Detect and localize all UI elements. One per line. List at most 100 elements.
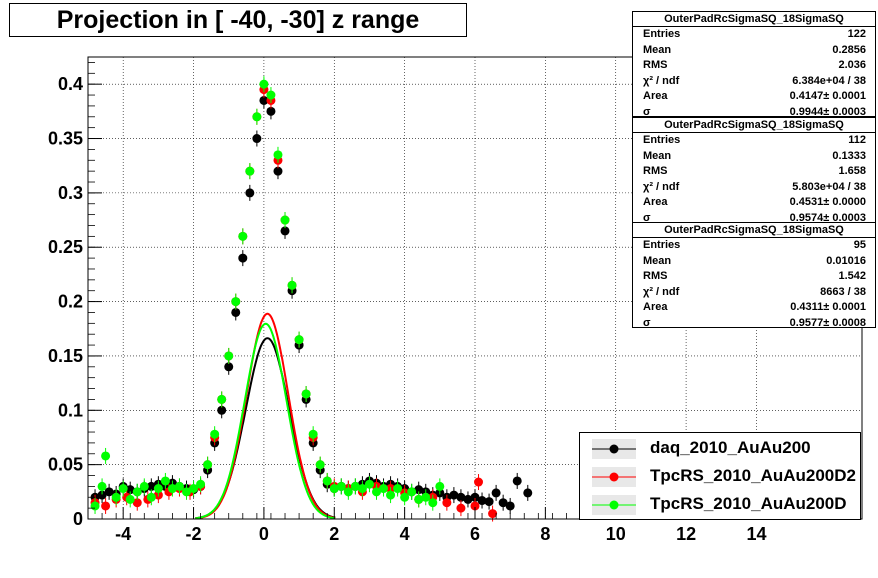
stats-row: Area 0.4531± 0.0000	[633, 195, 875, 211]
stats-value: 0.4531± 0.0000	[789, 196, 866, 209]
data-point	[104, 487, 114, 497]
data-point	[442, 498, 452, 508]
stats-row: Area 0.4147± 0.0001	[633, 89, 875, 105]
stats-label: Entries	[643, 28, 681, 40]
stats-row: χ² / ndf 6.384e+04 / 38	[633, 74, 875, 90]
data-point	[435, 481, 445, 491]
data-point	[245, 188, 255, 198]
data-point	[386, 490, 396, 500]
data-point	[477, 496, 487, 506]
stats-value: 122	[847, 28, 866, 40]
legend-item-daq: daq_2010_AuAu200	[580, 435, 860, 463]
stats-label: Mean	[643, 43, 672, 56]
stats-row: RMS 1.658	[633, 164, 875, 180]
data-point	[280, 226, 290, 236]
y-tick-label: 0.25	[48, 237, 83, 257]
data-point	[132, 498, 142, 508]
stats-label: RMS	[643, 165, 668, 178]
y-tick-label: 0.3	[58, 183, 83, 203]
data-point	[414, 494, 424, 504]
stats-row: Mean 0.1333	[633, 149, 875, 165]
legend-item-tpcrs-d: TpcRS_2010_AuAu200D	[580, 491, 860, 519]
data-point	[498, 498, 508, 508]
data-point	[139, 481, 149, 491]
stats-value: 0.4147± 0.0001	[789, 90, 866, 103]
data-point	[174, 481, 184, 491]
data-point	[125, 485, 135, 495]
stats-value: 0.4311± 0.0001	[790, 301, 866, 314]
series-0	[90, 92, 533, 514]
data-point	[273, 166, 283, 176]
stats-box-title: OuterPadRcSigmaSQ_18SigmaSQ	[633, 118, 875, 133]
stats-value: 2.036	[838, 59, 866, 72]
stats-label: Entries	[643, 134, 681, 146]
legend-label: daq_2010_AuAu200	[650, 438, 811, 457]
legend-marker-black	[592, 444, 636, 454]
data-point	[238, 231, 248, 241]
stats-row: σ 0.9577± 0.0008	[633, 316, 875, 332]
data-point	[266, 106, 276, 116]
stats-row: Entries 112	[633, 133, 875, 149]
stats-row: χ² / ndf 8663 / 38	[633, 285, 875, 301]
stats-label: RMS	[643, 270, 668, 283]
data-point	[523, 488, 533, 498]
stats-row: σ 0.9574± 0.0003	[633, 211, 875, 227]
data-point	[470, 501, 480, 511]
data-point	[118, 484, 128, 494]
fit-curves	[195, 312, 336, 520]
x-tick-label: 10	[606, 524, 626, 544]
data-point	[287, 280, 297, 290]
data-point	[259, 79, 269, 89]
stats-value: 1.542	[838, 270, 866, 283]
stats-label: Area	[643, 196, 668, 209]
data-point	[125, 494, 135, 504]
data-point	[393, 484, 403, 494]
x-tick-label: 14	[746, 524, 766, 544]
chart-title: Projection in [ -40, -30] z range	[9, 3, 467, 37]
legend-label: TpcRS_2010_AuAu200D	[650, 494, 847, 513]
data-point	[463, 494, 473, 504]
legend-item-tpcrs-d2: TpcRS_2010_AuAu200D2	[580, 463, 860, 491]
data-point	[488, 509, 498, 519]
data-point	[343, 487, 353, 497]
data-point	[97, 490, 107, 500]
data-point	[224, 351, 234, 361]
x-tick-label: 0	[259, 524, 269, 544]
data-point	[231, 297, 241, 307]
stats-box-title: OuterPadRcSigmaSQ_18SigmaSQ	[633, 223, 875, 238]
data-point	[364, 479, 374, 489]
fit-curve	[195, 322, 336, 520]
data-point	[203, 460, 213, 470]
data-point	[196, 479, 206, 489]
data-point	[160, 476, 170, 486]
fit-curve	[195, 337, 336, 520]
stats-value: 0.9577± 0.0008	[789, 316, 866, 329]
data-point	[301, 389, 311, 399]
data-point	[456, 492, 466, 502]
stats-row: RMS 2.036	[633, 58, 875, 74]
stats-row: Entries 95	[633, 238, 875, 254]
stats-label: σ	[643, 316, 651, 329]
data-point	[322, 476, 332, 486]
data-point	[101, 451, 111, 461]
stats-value: 0.9944± 0.0003	[789, 105, 866, 118]
data-point	[182, 487, 192, 497]
data-point	[428, 498, 438, 508]
data-point	[400, 492, 410, 502]
axes: -4 -2 0 2 4 6 8 10 12 14 0 0.05 0.1 0.15 0.2 0.25 0.3 0.3…	[48, 62, 849, 544]
x-tick-label: -2	[186, 524, 202, 544]
data-point	[101, 501, 111, 511]
stats-row: Area 0.4311± 0.0001	[633, 300, 875, 316]
data-point	[379, 484, 389, 494]
stats-label: σ	[643, 105, 651, 118]
data-point	[414, 485, 424, 495]
data-point	[153, 484, 163, 494]
x-tick-label: 8	[540, 524, 550, 544]
data-point	[456, 503, 466, 513]
data-point	[132, 487, 142, 497]
x-tick-label: -4	[115, 524, 131, 544]
data-points	[90, 76, 533, 522]
stats-label: χ² / ndf	[643, 74, 680, 87]
data-point	[294, 335, 304, 345]
data-point	[407, 487, 417, 497]
